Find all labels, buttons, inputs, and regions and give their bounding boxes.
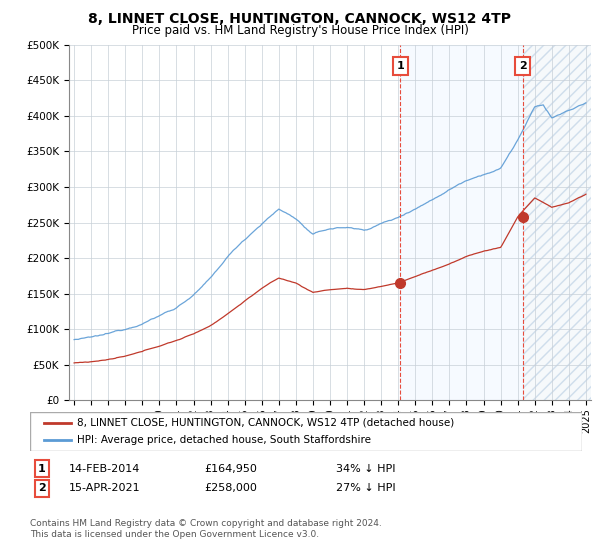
Text: 34% ↓ HPI: 34% ↓ HPI [336, 464, 395, 474]
Text: HPI: Average price, detached house, South Staffordshire: HPI: Average price, detached house, Sout… [77, 435, 371, 445]
Text: £164,950: £164,950 [204, 464, 257, 474]
Text: 8, LINNET CLOSE, HUNTINGTON, CANNOCK, WS12 4TP (detached house): 8, LINNET CLOSE, HUNTINGTON, CANNOCK, WS… [77, 418, 454, 428]
Bar [523, 45, 591, 400]
Text: 8, LINNET CLOSE, HUNTINGTON, CANNOCK, WS12 4TP: 8, LINNET CLOSE, HUNTINGTON, CANNOCK, WS… [89, 12, 511, 26]
Text: £258,000: £258,000 [204, 483, 257, 493]
Text: Contains HM Land Registry data © Crown copyright and database right 2024.
This d: Contains HM Land Registry data © Crown c… [30, 520, 382, 539]
Bar [523, 45, 591, 400]
Text: 15-APR-2021: 15-APR-2021 [69, 483, 140, 493]
Text: 2: 2 [519, 61, 526, 71]
Text: 27% ↓ HPI: 27% ↓ HPI [336, 483, 395, 493]
Bar [400, 45, 523, 400]
FancyBboxPatch shape [30, 412, 582, 451]
Text: 1: 1 [38, 464, 46, 474]
Text: 1: 1 [397, 61, 404, 71]
Text: Price paid vs. HM Land Registry's House Price Index (HPI): Price paid vs. HM Land Registry's House … [131, 24, 469, 36]
Text: 2: 2 [38, 483, 46, 493]
Text: 14-FEB-2014: 14-FEB-2014 [69, 464, 140, 474]
